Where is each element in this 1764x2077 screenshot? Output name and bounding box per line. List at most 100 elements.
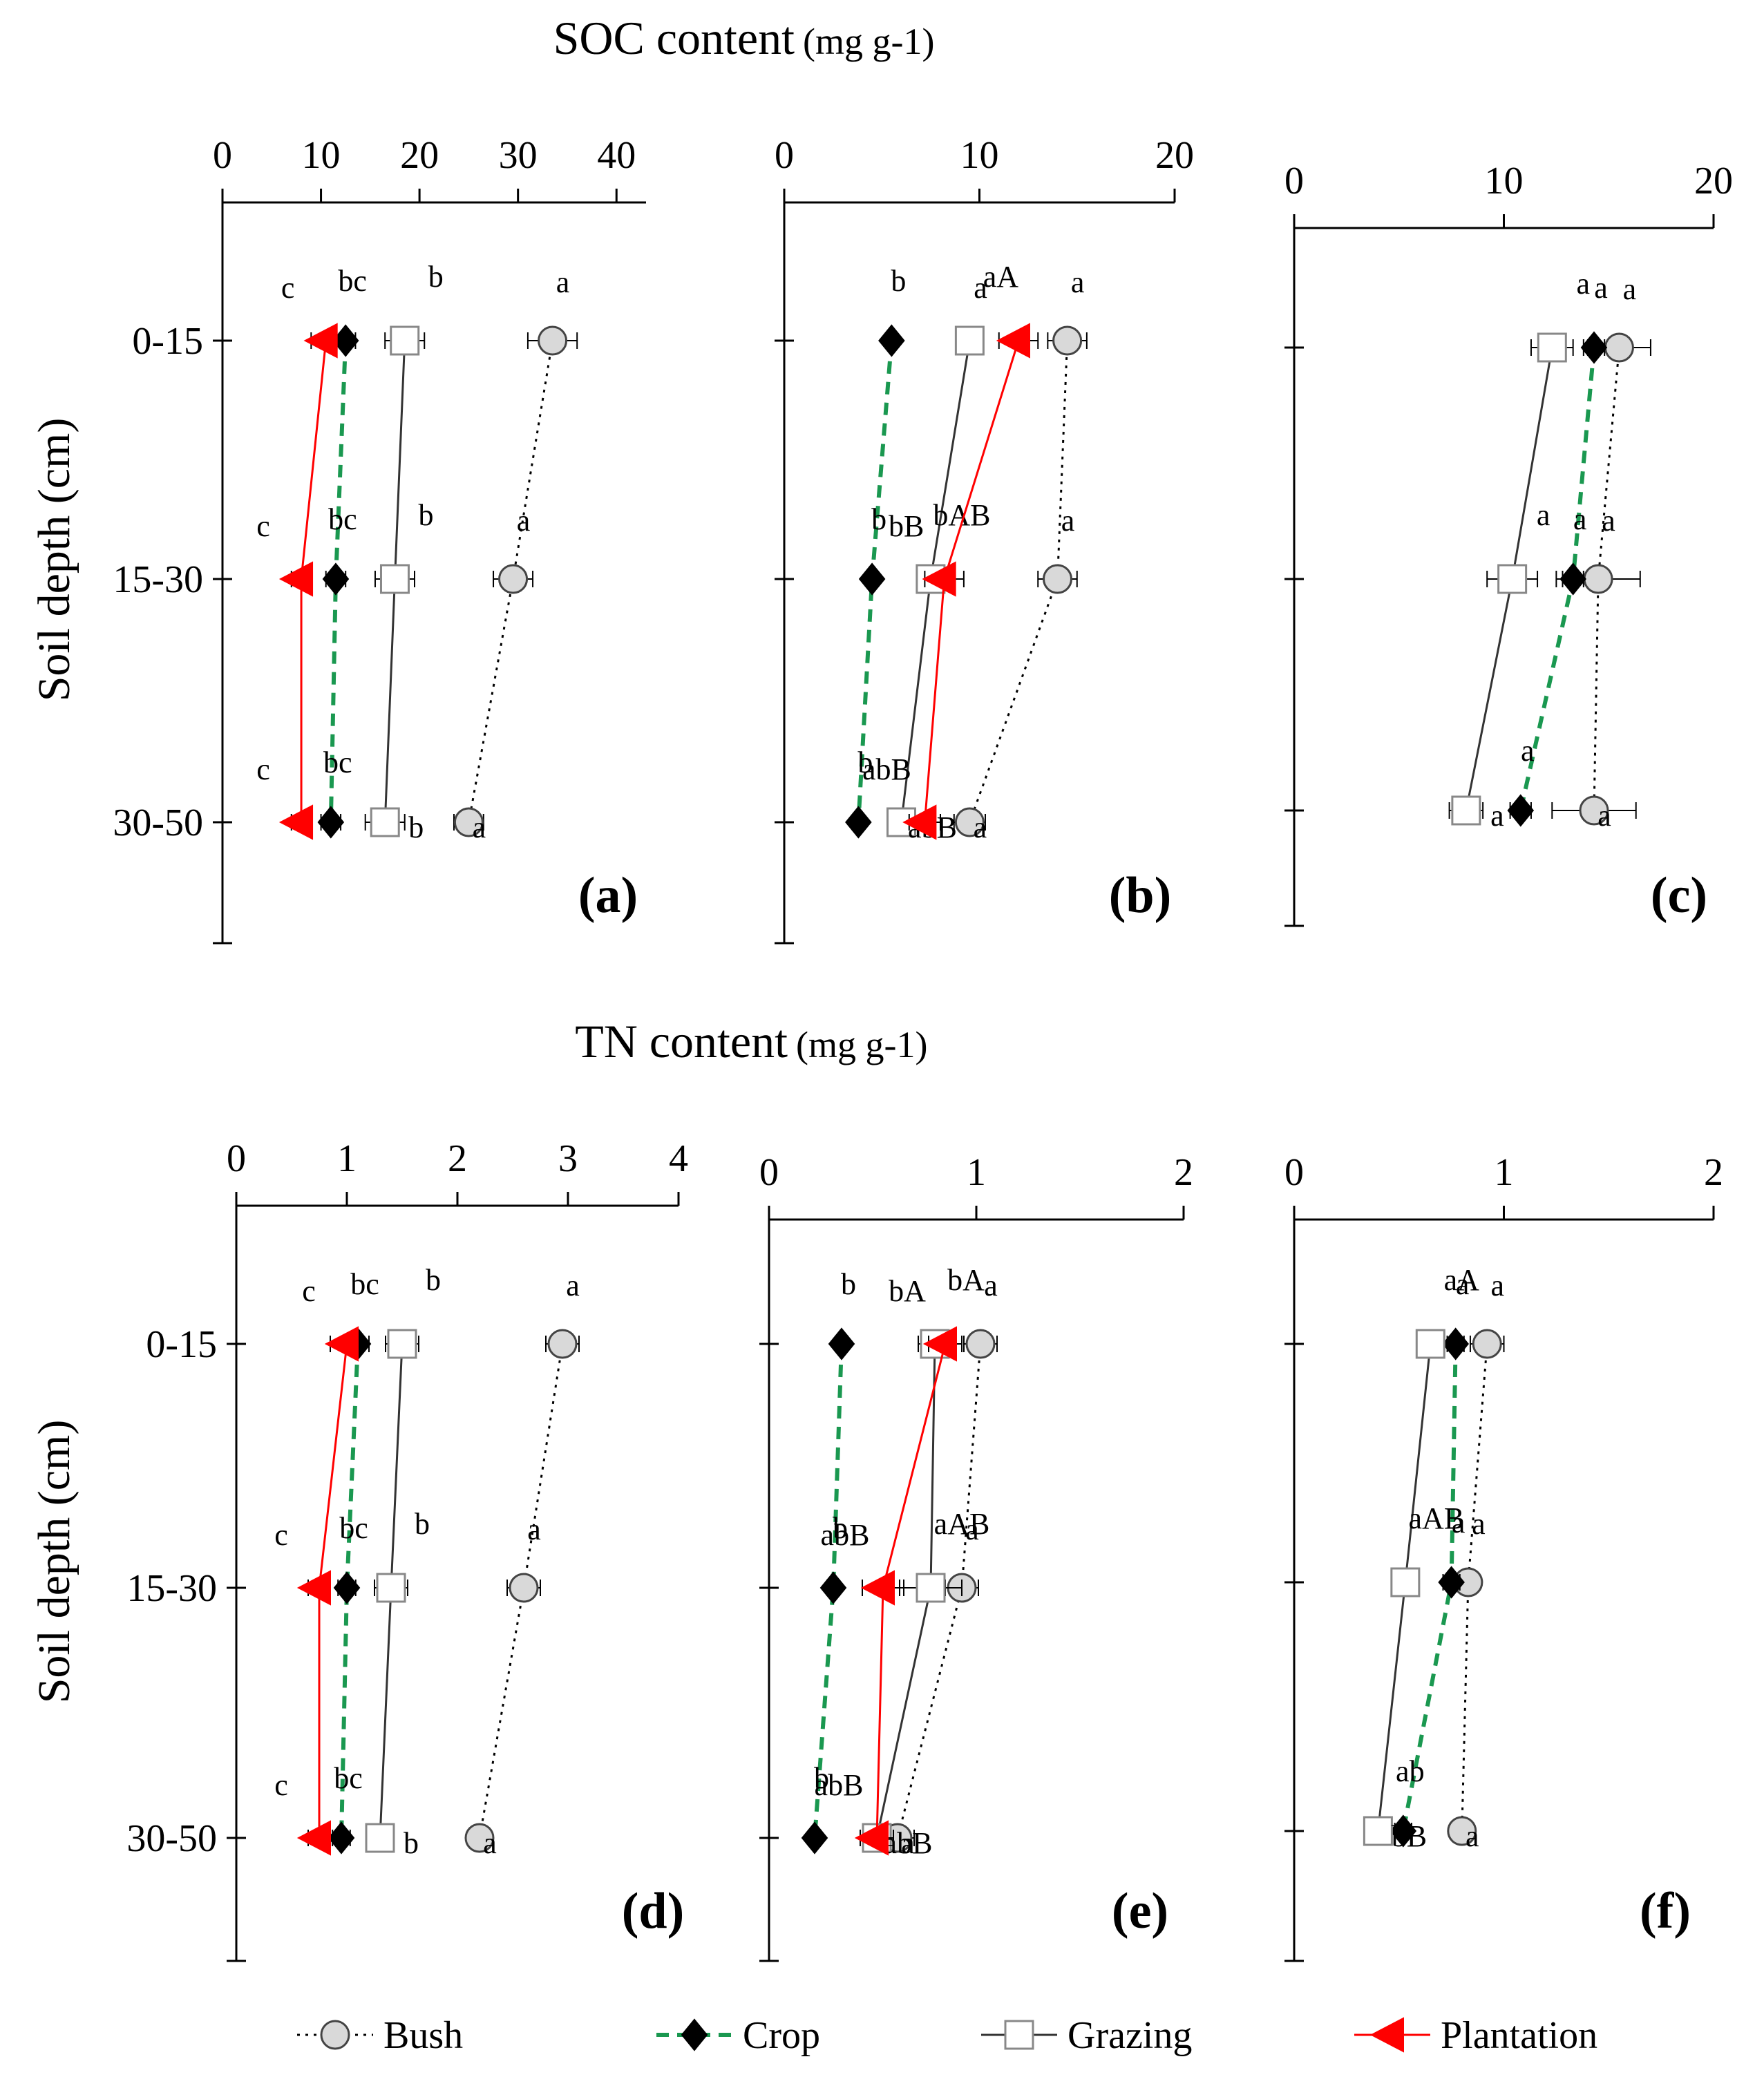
significance-letter: abB	[884, 1826, 933, 1860]
marker-plantation	[324, 1326, 359, 1362]
legend-marker-plantation	[1369, 2017, 1404, 2053]
marker-bush	[1579, 795, 1609, 826]
significance-letter: aAB	[1409, 1501, 1465, 1535]
significance-letter: c	[256, 752, 270, 786]
panel-label: (f)	[1640, 1883, 1691, 1940]
significance-letter: bc	[328, 502, 357, 536]
series-line-bush	[478, 1343, 564, 1839]
x-tick-label: 10	[302, 134, 341, 177]
significance-letter: b	[891, 264, 906, 298]
tn-title: TN content (mg g-1)	[575, 1015, 927, 1068]
x-tick-label: 0	[227, 1137, 246, 1180]
x-tick-label: 10	[1485, 160, 1524, 202]
marker-bush	[1472, 1329, 1502, 1359]
marker-crop	[1390, 1814, 1417, 1848]
significance-letter: bB	[1392, 1819, 1427, 1853]
tn-title-text: TN content	[575, 1015, 788, 1068]
marker-crop	[828, 1327, 855, 1360]
significance-letter: c	[302, 1274, 316, 1308]
marker-plantation	[922, 1326, 957, 1362]
significance-letter: bc	[334, 1761, 363, 1795]
marker-crop	[1507, 794, 1535, 827]
marker-grazing	[1390, 1567, 1421, 1597]
x-tick-label: 40	[597, 134, 636, 177]
marker-grazing	[1497, 564, 1528, 594]
tn-title-unit: (mg g-1)	[796, 1024, 927, 1065]
significance-letter: a	[1452, 1506, 1466, 1539]
significance-letter: a	[1573, 502, 1587, 536]
significance-letter: a	[1472, 1507, 1486, 1541]
marker-crop	[1580, 331, 1608, 364]
legend-item-crop: Crop	[656, 2014, 820, 2057]
significance-letter: b	[426, 1263, 441, 1297]
significance-letter: bc	[338, 264, 367, 298]
significance-letter: a	[483, 1826, 497, 1860]
panel-label: (a)	[578, 867, 638, 924]
x-tick-label: 0	[1284, 160, 1304, 202]
x-tick-label: 10	[960, 134, 999, 177]
marker-crop	[333, 1571, 361, 1604]
marker-grazing	[370, 807, 400, 837]
x-tick-label: 4	[669, 1137, 688, 1180]
x-tick-label: 0	[1284, 1151, 1304, 1194]
soc-title: SOC content (mg g-1)	[553, 12, 935, 64]
marker-bush	[954, 807, 985, 837]
significance-letter: b	[857, 746, 873, 779]
marker-plantation	[296, 1570, 331, 1606]
marker-grazing	[390, 325, 420, 356]
marker-grazing	[1537, 332, 1567, 363]
significance-letter: a	[965, 1512, 979, 1546]
significance-letter: a	[1602, 504, 1615, 538]
y-tick-label: 30-50	[126, 1817, 217, 1860]
y-axis-label-bottom: Soil depth (cm)	[29, 1420, 79, 1704]
marker-bush	[509, 1573, 539, 1603]
significance-letter: bAB	[933, 498, 990, 532]
marker-bush	[965, 1329, 996, 1359]
significance-letter: b	[404, 1826, 419, 1860]
significance-letter: a	[1490, 1269, 1504, 1302]
legend-label: Grazing	[1068, 2014, 1192, 2057]
panel-label: (d)	[622, 1883, 684, 1940]
y-tick-label: 15-30	[113, 558, 203, 601]
marker-plantation	[860, 1570, 895, 1606]
soc-title-text: SOC content	[553, 12, 795, 64]
x-tick-label: 20	[1155, 134, 1194, 177]
significance-letter: a	[1456, 1267, 1470, 1301]
x-tick-label: 20	[1694, 160, 1733, 202]
x-tick-label: 0	[213, 134, 232, 177]
x-tick-label: 3	[558, 1137, 578, 1180]
x-tick-label: 0	[775, 134, 794, 177]
significance-letter: bc	[323, 746, 352, 779]
x-tick-label: 2	[448, 1137, 467, 1180]
marker-crop	[878, 324, 905, 357]
significance-letter: a	[1071, 265, 1085, 299]
significance-letter: bc	[350, 1267, 379, 1301]
significance-letter: a	[974, 810, 987, 844]
significance-letter: bA	[889, 1274, 926, 1308]
x-tick-label: 2	[1174, 1151, 1193, 1194]
marker-crop	[1442, 1327, 1469, 1360]
panel-label: (e)	[1112, 1883, 1168, 1940]
marker-grazing	[376, 1573, 406, 1603]
marker-plantation	[902, 804, 937, 840]
significance-letter: bc	[339, 1511, 368, 1545]
marker-grazing	[1451, 795, 1481, 826]
significance-letter: a	[974, 271, 987, 305]
significance-letter: a	[527, 1512, 541, 1546]
marker-grazing	[365, 1823, 395, 1853]
panel-a: 0 10 20 30 400-1515-3030-50aaabcbcbcbbbccc(a…	[113, 134, 646, 945]
significance-letter: b	[841, 1267, 856, 1301]
significance-letter: a	[1623, 272, 1637, 306]
marker-grazing	[1415, 1329, 1445, 1359]
marker-plantation	[303, 323, 338, 359]
significance-letter: b	[418, 498, 433, 532]
significance-letter: b	[814, 1761, 829, 1795]
marker-plantation	[922, 561, 956, 597]
marker-plantation	[996, 323, 1030, 359]
marker-grazing	[387, 1329, 417, 1359]
marker-crop	[819, 1571, 847, 1604]
